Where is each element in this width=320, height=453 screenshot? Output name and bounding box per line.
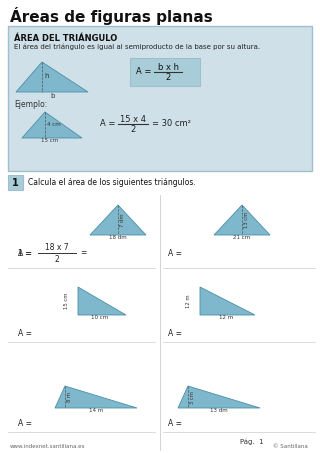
- Text: 2: 2: [130, 125, 136, 135]
- Text: =: =: [80, 249, 86, 257]
- FancyBboxPatch shape: [130, 58, 200, 86]
- Text: 4 cm: 4 cm: [47, 121, 61, 126]
- Text: 13 cm: 13 cm: [244, 212, 249, 228]
- Polygon shape: [22, 112, 82, 138]
- Text: Áreas de figuras planas: Áreas de figuras planas: [10, 7, 213, 25]
- Polygon shape: [78, 287, 126, 315]
- Polygon shape: [178, 386, 260, 408]
- Text: 12 m: 12 m: [219, 315, 233, 320]
- Text: 2: 2: [165, 73, 171, 82]
- Text: b x h: b x h: [157, 63, 179, 72]
- Text: 15 cm: 15 cm: [41, 138, 59, 143]
- Text: 18 dm: 18 dm: [109, 235, 127, 240]
- Polygon shape: [55, 386, 137, 408]
- Text: 1 =: 1 =: [18, 249, 31, 257]
- FancyBboxPatch shape: [8, 175, 23, 190]
- Text: A =: A =: [18, 249, 32, 257]
- Text: = 30 cm²: = 30 cm²: [152, 120, 191, 129]
- Text: Ejemplo:: Ejemplo:: [14, 100, 47, 109]
- Text: 3 cm: 3 cm: [190, 390, 195, 404]
- Polygon shape: [200, 287, 255, 315]
- Text: 8 m: 8 m: [67, 392, 72, 402]
- Text: 18 x 7: 18 x 7: [45, 244, 69, 252]
- Text: Pág.  1: Pág. 1: [240, 439, 264, 445]
- Text: 13 dm: 13 dm: [210, 408, 228, 413]
- Text: A =: A =: [168, 249, 182, 257]
- Polygon shape: [214, 205, 270, 235]
- Text: 12 m: 12 m: [186, 294, 191, 308]
- Text: © Santillana: © Santillana: [273, 444, 308, 449]
- Text: www.indexnet.santillana.es: www.indexnet.santillana.es: [10, 444, 85, 449]
- Text: A =: A =: [100, 120, 116, 129]
- Text: 15 cm: 15 cm: [64, 293, 69, 309]
- Text: 2: 2: [55, 255, 60, 264]
- Polygon shape: [90, 205, 146, 235]
- Text: 14 m: 14 m: [89, 408, 103, 413]
- Text: El área del triángulo es igual al semiproducto de la base por su altura.: El área del triángulo es igual al semipr…: [14, 44, 260, 50]
- Text: 1: 1: [12, 178, 19, 188]
- Text: 15 x 4: 15 x 4: [120, 115, 146, 124]
- FancyBboxPatch shape: [8, 26, 312, 171]
- Text: 21 cm: 21 cm: [233, 235, 251, 240]
- Text: 10 cm: 10 cm: [92, 315, 108, 320]
- Text: h: h: [44, 73, 49, 79]
- Text: A =: A =: [18, 328, 32, 337]
- Polygon shape: [16, 62, 88, 92]
- Text: Calcula el área de los siguientes triángulos.: Calcula el área de los siguientes triáng…: [28, 178, 196, 187]
- Text: ÁREA DEL TRIÁNGULO: ÁREA DEL TRIÁNGULO: [14, 34, 117, 43]
- Text: A =: A =: [168, 419, 182, 428]
- Text: 7 dm: 7 dm: [120, 213, 125, 227]
- Text: A =: A =: [136, 67, 151, 77]
- Text: A =: A =: [18, 419, 32, 428]
- Text: b: b: [50, 93, 54, 99]
- Text: A =: A =: [168, 328, 182, 337]
